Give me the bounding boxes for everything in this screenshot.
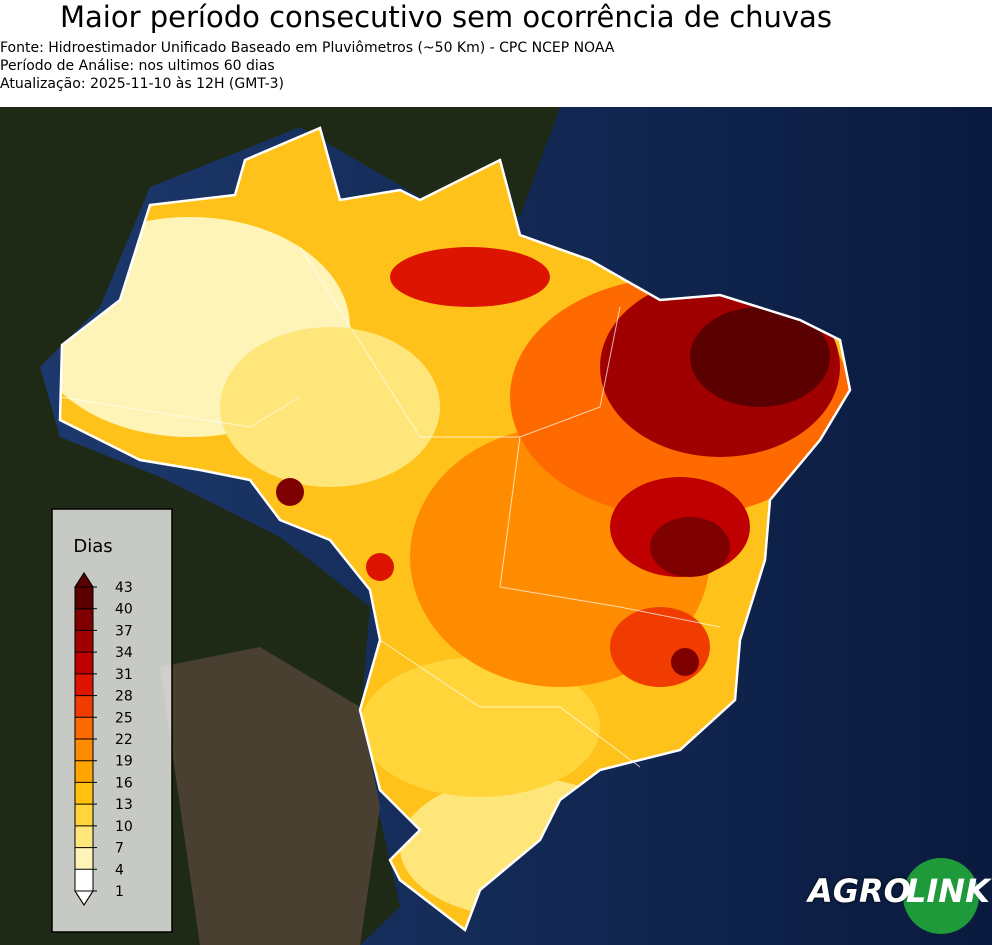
colorbar-tick-label: 37 xyxy=(115,623,133,639)
colorbar-band xyxy=(75,847,93,870)
logo-circle xyxy=(903,858,979,934)
updated: Atualização: 2025-11-10 às 12H (GMT-3) xyxy=(0,76,284,92)
colorbar-band xyxy=(75,630,93,653)
colorbar-tick-label: 1 xyxy=(115,884,124,900)
title: Maior período consecutivo sem ocorrência… xyxy=(60,0,832,34)
colorbar-band xyxy=(75,869,93,891)
period: Período de Análise: nos ultimos 60 dias xyxy=(0,58,275,74)
colorbar-band xyxy=(75,825,93,848)
colorbar-tick-label: 13 xyxy=(115,797,133,813)
colorbar-band xyxy=(75,717,93,739)
colorbar-tick-label: 16 xyxy=(115,775,133,791)
colorbar-tick-label: 25 xyxy=(115,710,133,726)
colorbar-tick-label: 31 xyxy=(115,667,133,683)
land-south xyxy=(160,647,380,945)
logo-right: LINK xyxy=(906,872,990,910)
state-borders xyxy=(59,246,721,768)
colorbar-tick-label: 4 xyxy=(115,862,124,878)
colorbar-tick-label: 10 xyxy=(115,819,133,835)
colorbar-band xyxy=(75,760,93,783)
colorbar-label: Dias xyxy=(73,536,112,557)
logo: AGRO LINK xyxy=(808,858,990,934)
colorbar-band xyxy=(75,695,93,718)
colorbar-band xyxy=(75,739,93,761)
colorbar: Dias 1 4 7 10 13 16 19 22 25 28 31 34 37 40 43 xyxy=(51,508,173,933)
colorbar-band xyxy=(75,804,93,826)
colorbar-band xyxy=(75,587,93,609)
colorbar-band xyxy=(75,673,93,696)
colorbar-band xyxy=(75,782,93,805)
colorbar-box xyxy=(51,508,173,933)
colorbar-tick-label: 7 xyxy=(115,841,124,857)
colorbar-tick-label: 43 xyxy=(115,580,133,596)
colorbar-band xyxy=(75,652,93,674)
colorbar-tick-label: 28 xyxy=(115,689,133,705)
logo-left: AGRO xyxy=(808,872,911,910)
colorbar-tick-label: 40 xyxy=(115,602,133,618)
colorbar-band xyxy=(75,608,93,631)
source: Fonte: Hidroestimador Unificado Baseado … xyxy=(0,40,615,56)
colorbar-tick-label: 34 xyxy=(115,645,133,661)
colorbar-tick-label: 19 xyxy=(115,754,133,770)
colorbar-tick-label: 22 xyxy=(115,732,133,748)
